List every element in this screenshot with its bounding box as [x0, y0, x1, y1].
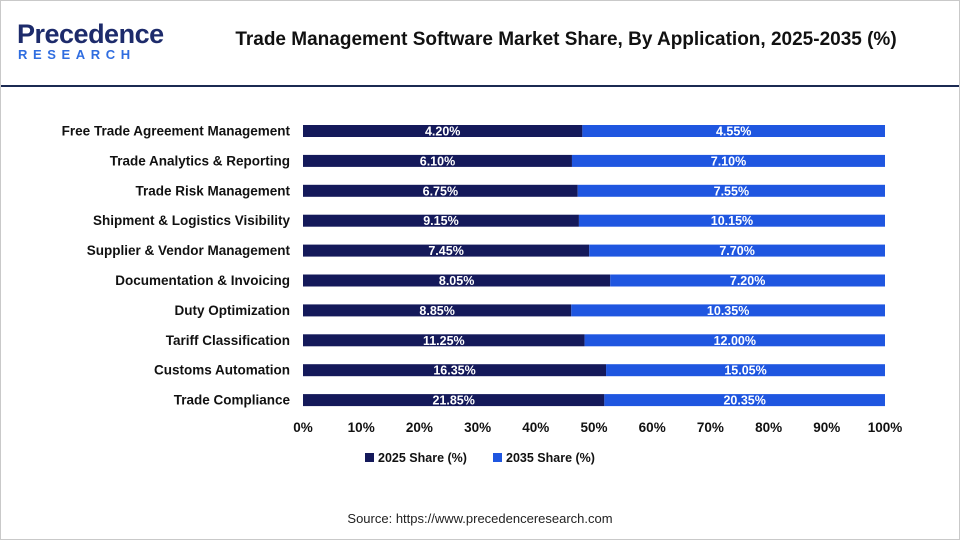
data-label-2025: 8.05%: [439, 274, 474, 288]
category-label: Duty Optimization: [175, 303, 291, 318]
bar-2025: [303, 274, 611, 287]
x-tick-label: 20%: [406, 420, 433, 435]
data-label-2035: 7.20%: [730, 274, 765, 288]
x-tick-label: 90%: [813, 420, 840, 435]
bar-2035: [577, 184, 885, 197]
header-divider: [1, 85, 959, 87]
category-label: Trade Analytics & Reporting: [110, 153, 290, 168]
category-label: Free Trade Agreement Management: [62, 124, 291, 139]
bar-2035: [571, 154, 885, 167]
bar-2035: [582, 125, 885, 137]
bar-2035: [589, 244, 885, 257]
bar-2035: [571, 304, 885, 317]
x-tick-label: 100%: [868, 420, 903, 435]
bar-2035: [604, 394, 885, 407]
category-label: Supplier & Vendor Management: [87, 243, 291, 258]
bar-2025: [303, 394, 605, 407]
data-label-2035: 20.35%: [723, 394, 765, 408]
data-label-2035: 15.05%: [724, 364, 766, 378]
brand-sub: RESEARCH: [18, 47, 136, 62]
bar-2025: [303, 334, 585, 347]
data-label-2025: 11.25%: [423, 334, 465, 348]
bar-2035: [578, 214, 885, 227]
data-label-2035: 4.55%: [716, 125, 751, 139]
data-label-2035: 7.55%: [714, 184, 749, 198]
data-label-2025: 9.15%: [423, 214, 458, 228]
chart-area: Free Trade Agreement Management 4.20% 4.55…: [62, 124, 903, 466]
data-label-2035: 12.00%: [714, 334, 756, 348]
legend-label-2025: 2025 Share (%): [378, 451, 467, 465]
data-label-2025: 6.10%: [420, 154, 455, 168]
category-label: Documentation & Invoicing: [115, 273, 290, 288]
category-label: Shipment & Logistics Visibility: [93, 213, 291, 228]
x-tick-label: 80%: [755, 420, 782, 435]
data-label-2035: 7.70%: [719, 244, 754, 258]
data-label-2035: 10.15%: [711, 214, 753, 228]
chart-title: Trade Management Software Market Share, …: [235, 29, 897, 50]
x-tick-label: 0%: [293, 420, 313, 435]
bar-2025: [303, 304, 572, 317]
legend-swatch-2035: [493, 453, 502, 462]
legend-swatch-2025: [365, 453, 374, 462]
data-label-2025: 16.35%: [433, 364, 475, 378]
category-label: Tariff Classification: [166, 333, 290, 348]
source-note: Source: https://www.precedenceresearch.c…: [347, 511, 613, 526]
data-label-2035: 7.10%: [711, 154, 746, 168]
data-label-2025: 21.85%: [432, 394, 474, 408]
bar-2035: [584, 334, 885, 347]
x-tick-label: 70%: [697, 420, 724, 435]
data-label-2025: 8.85%: [419, 304, 454, 318]
legend-label-2035: 2035 Share (%): [506, 451, 595, 465]
data-label-2025: 6.75%: [423, 184, 458, 198]
header: Precedence RESEARCH Trade Management Sof…: [1, 1, 959, 85]
x-tick-label: 40%: [522, 420, 549, 435]
bar-2025: [303, 244, 590, 257]
bar-2025: [303, 364, 607, 377]
x-tick-label: 10%: [348, 420, 375, 435]
x-tick-label: 60%: [639, 420, 666, 435]
bar-2025: [303, 154, 572, 167]
data-label-2025: 7.45%: [428, 244, 463, 258]
category-label: Trade Risk Management: [135, 183, 290, 198]
category-label: Trade Compliance: [174, 393, 291, 408]
brand-name: Precedence: [17, 19, 164, 49]
category-label: Customs Automation: [154, 363, 290, 378]
bar-2025: [303, 214, 579, 227]
data-label-2035: 10.35%: [707, 304, 749, 318]
x-tick-label: 30%: [464, 420, 491, 435]
bar-2035: [606, 364, 885, 377]
x-tick-label: 50%: [580, 420, 607, 435]
bar-2025: [303, 125, 583, 137]
bar-2025: [303, 184, 578, 197]
data-label-2025: 4.20%: [425, 125, 460, 139]
brand-logo: Precedence RESEARCH: [17, 19, 164, 65]
bar-2035: [610, 274, 885, 287]
